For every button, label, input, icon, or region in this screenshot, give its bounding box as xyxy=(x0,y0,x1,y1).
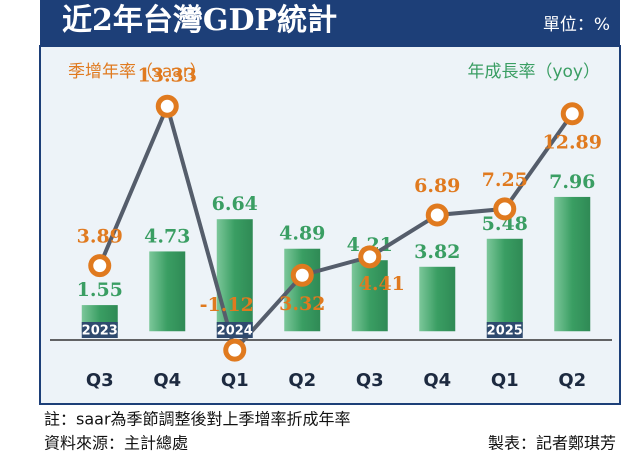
x-tick-label: Q1 xyxy=(221,370,249,391)
line-value-label: 4.41 xyxy=(359,273,405,295)
legend-entry: 年成長率（yoy） xyxy=(467,62,600,82)
x-tick-label: Q1 xyxy=(491,370,519,391)
bar-value-label: 7.96 xyxy=(549,171,595,193)
bar xyxy=(419,266,456,332)
line-value-label: 3.89 xyxy=(77,226,123,248)
line-marker xyxy=(155,94,179,118)
note: 註：saar為季節調整後對上季增率折成年率 xyxy=(44,410,351,429)
bar-value-label: 3.82 xyxy=(414,241,460,263)
line-marker xyxy=(290,263,314,287)
year-badge xyxy=(216,322,253,338)
year-label: 2023 xyxy=(82,324,118,339)
x-tick-label: Q3 xyxy=(86,370,114,391)
bar-value-label: 5.48 xyxy=(482,213,528,235)
x-tick-label: Q4 xyxy=(423,370,451,391)
line-value-label: 12.89 xyxy=(543,132,603,154)
line-marker xyxy=(223,338,247,362)
x-tick-label: Q4 xyxy=(153,370,181,391)
header-band xyxy=(40,0,620,46)
chart-title: 近2年台灣GDP統計 xyxy=(62,3,337,38)
line-marker xyxy=(358,245,382,269)
bar-value-label: 1.55 xyxy=(77,279,123,301)
line-marker xyxy=(493,197,517,221)
credit: 製表：記者鄭琪芳 xyxy=(488,434,616,453)
plot-background xyxy=(39,45,621,405)
line-marker xyxy=(88,254,112,278)
x-tick-label: Q3 xyxy=(356,370,384,391)
bar xyxy=(149,251,186,332)
line-marker xyxy=(560,102,584,126)
bar-value-label: 4.89 xyxy=(279,223,325,245)
line-value-label: -1.12 xyxy=(200,294,254,316)
line-value-label: 6.89 xyxy=(414,175,460,197)
bar xyxy=(486,238,523,332)
year-badge xyxy=(81,322,118,338)
x-tick-label: Q2 xyxy=(558,370,586,391)
source: 資料來源：主計總處 xyxy=(44,434,188,453)
x-tick-label: Q2 xyxy=(288,370,316,391)
year-badge xyxy=(486,322,523,338)
bar-value-label: 4.73 xyxy=(144,225,190,247)
bar-value-label: 6.64 xyxy=(212,193,258,215)
year-label: 2024 xyxy=(217,324,253,339)
line-value-label: 3.32 xyxy=(279,293,325,315)
line-value-label: 13.33 xyxy=(138,64,198,86)
line-value-label: 7.25 xyxy=(482,169,528,191)
bar xyxy=(351,260,388,332)
unit-label: 單位：% xyxy=(543,15,610,35)
line-marker xyxy=(425,203,449,227)
bar xyxy=(554,196,591,332)
legend-entry: 季增年率（saar） xyxy=(68,62,207,82)
year-label: 2025 xyxy=(487,324,523,339)
